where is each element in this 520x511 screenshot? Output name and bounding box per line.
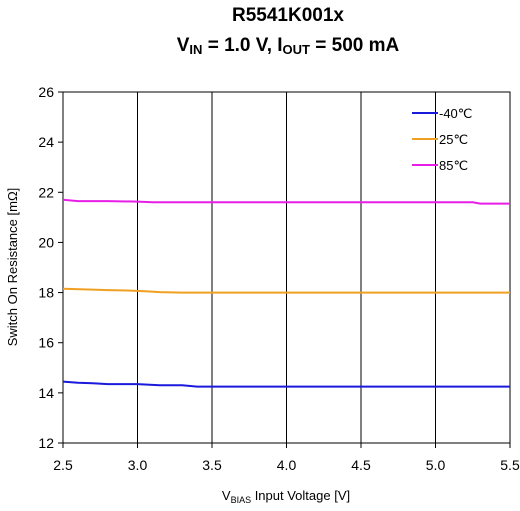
y-axis-label: Switch On Resistance [mΩ] (5, 188, 20, 347)
series-lines (62, 198, 510, 388)
x-axis-label: VBIAS Input Voltage [V] (222, 488, 350, 505)
chart-title-line1: R5541K001x (232, 5, 344, 26)
legend: -40℃ 25℃ 85℃ (412, 106, 472, 173)
xlabel-v-letter: V (222, 488, 231, 503)
y-tick-label: 12 (38, 435, 54, 451)
title-mid-text: = 1.0 V, I (202, 35, 282, 56)
y-tick-label: 20 (38, 234, 54, 250)
title-suffix-text: = 500 mA (310, 35, 400, 56)
series-line (62, 287, 510, 294)
xlabel-bias-subscript: BIAS (231, 495, 252, 505)
y-tick-label: 16 (38, 335, 54, 351)
y-tick-label: 14 (38, 385, 54, 401)
legend-label: 25℃ (439, 132, 468, 147)
chart-title-line2: VIN = 1.0 V, IOUT = 500 mA (177, 35, 400, 57)
y-tick-label: 26 (38, 84, 54, 100)
y-tick-label: 22 (38, 184, 54, 200)
title-out-subscript: OUT (283, 42, 311, 57)
title-v-letter: V (177, 35, 190, 56)
x-tick-label: 4.0 (277, 457, 297, 473)
axis-ticks: 2.5 3.0 3.5 4.0 4.5 5.0 5.5 12 14 16 18 20 22 24 26 (38, 84, 520, 473)
legend-label: -40℃ (439, 106, 472, 121)
x-tick-label: 2.5 (53, 457, 73, 473)
series-line (62, 198, 510, 205)
legend-label: 85℃ (439, 158, 468, 173)
y-tick-label: 24 (38, 134, 54, 150)
x-tick-label: 3.0 (128, 457, 148, 473)
x-tick-label: 4.5 (351, 457, 371, 473)
y-tick-label: 18 (38, 285, 54, 301)
xlabel-suffix-text: Input Voltage [V] (251, 488, 350, 503)
x-tick-label: 5.5 (500, 457, 520, 473)
x-tick-label: 3.5 (202, 457, 222, 473)
series-line (62, 380, 510, 388)
x-tick-label: 5.0 (426, 457, 446, 473)
title-in-subscript: IN (189, 42, 202, 57)
